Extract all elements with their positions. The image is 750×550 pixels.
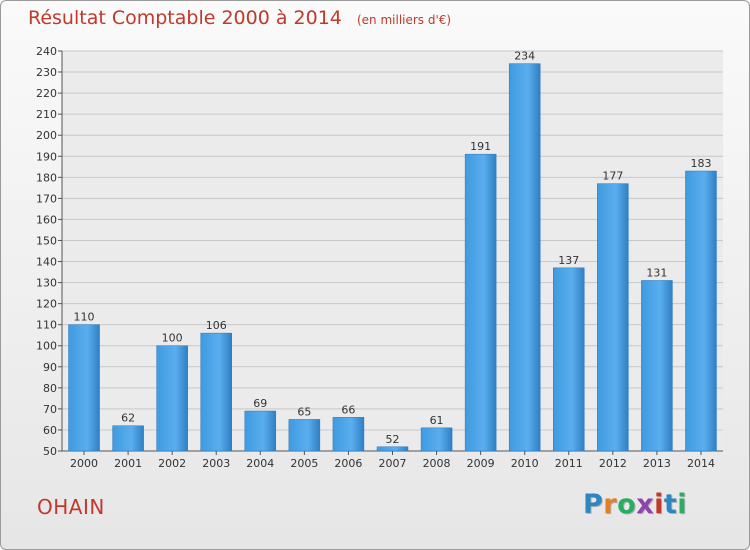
bar-value-label: 69	[253, 397, 267, 410]
x-tick-label: 2000	[70, 457, 98, 470]
x-tick-label: 2008	[423, 457, 451, 470]
x-tick-label: 2002	[158, 457, 186, 470]
logo-letter: i	[677, 489, 688, 520]
logo-letter: r	[603, 489, 618, 520]
x-tick-label: 2009	[467, 457, 495, 470]
x-tick-label: 2014	[687, 457, 715, 470]
bar	[288, 419, 321, 452]
chart-title: Résultat Comptable 2000 à 2014	[28, 7, 342, 29]
bar-value-label: 62	[121, 412, 135, 425]
bar-value-label: 100	[162, 332, 183, 345]
bar	[244, 410, 277, 452]
y-tick-label: 210	[36, 108, 57, 121]
bar	[68, 324, 100, 452]
commune-name: OHAIN	[37, 495, 105, 519]
bar	[332, 417, 365, 452]
title-block: Résultat Comptable 2000 à 2014 (en milli…	[28, 7, 451, 29]
bar	[641, 280, 673, 452]
y-tick-label: 60	[43, 424, 57, 437]
y-tick-label: 220	[36, 87, 57, 100]
bar-value-label: 191	[470, 140, 491, 153]
chart-subtitle: (en milliers d'€)	[356, 13, 452, 27]
y-tick-label: 150	[36, 234, 57, 247]
proxiti-logo: Proxiti	[583, 489, 687, 520]
bar-value-label: 110	[74, 311, 95, 324]
x-tick-label: 2012	[599, 457, 627, 470]
x-tick-label: 2005	[290, 457, 318, 470]
bar	[112, 425, 144, 452]
x-tick-label: 2013	[643, 457, 671, 470]
bar	[553, 267, 585, 452]
bar	[508, 63, 541, 452]
bar-value-label: 131	[646, 266, 667, 279]
x-tick-label: 2007	[379, 457, 407, 470]
logo-letter: x	[636, 489, 655, 520]
y-tick-label: 170	[36, 192, 57, 205]
y-tick-label: 80	[43, 382, 57, 395]
bar-value-label: 177	[602, 170, 623, 183]
y-tick-label: 190	[36, 150, 57, 163]
bar-value-label: 65	[297, 405, 311, 418]
x-tick-label: 2004	[246, 457, 274, 470]
y-tick-label: 70	[43, 403, 57, 416]
logo-letter: P	[583, 489, 604, 520]
bar	[685, 170, 717, 452]
bar	[420, 427, 453, 452]
y-tick-label: 230	[36, 66, 57, 79]
y-tick-label: 130	[36, 277, 57, 290]
logo-letter: o	[617, 489, 637, 520]
bar	[597, 183, 629, 452]
x-tick-label: 2011	[555, 457, 583, 470]
bar	[200, 332, 232, 452]
bar-value-label: 183	[690, 157, 711, 170]
x-tick-label: 2003	[202, 457, 230, 470]
bar	[464, 153, 497, 452]
y-tick-label: 50	[43, 445, 57, 458]
y-tick-label: 180	[36, 171, 57, 184]
x-tick-label: 2010	[511, 457, 539, 470]
bar-value-label: 52	[386, 433, 400, 446]
bar-value-label: 106	[206, 319, 227, 332]
y-tick-label: 200	[36, 129, 57, 142]
y-tick-label: 90	[43, 361, 57, 374]
y-tick-label: 160	[36, 213, 57, 226]
bar	[376, 446, 409, 452]
y-tick-label: 110	[36, 319, 57, 332]
bar-value-label: 137	[558, 254, 579, 267]
y-tick-label: 100	[36, 340, 57, 353]
y-tick-label: 240	[36, 45, 57, 58]
bar-value-label: 66	[341, 403, 355, 416]
y-tick-label: 140	[36, 256, 57, 269]
bar-value-label: 61	[430, 414, 444, 427]
x-tick-label: 2001	[114, 457, 142, 470]
bar	[156, 345, 188, 452]
bar-value-label: 234	[514, 50, 535, 63]
logo-letter: i	[654, 489, 664, 520]
y-tick-label: 120	[36, 298, 57, 311]
x-tick-label: 2006	[334, 457, 362, 470]
logo-letter: t	[663, 489, 678, 520]
